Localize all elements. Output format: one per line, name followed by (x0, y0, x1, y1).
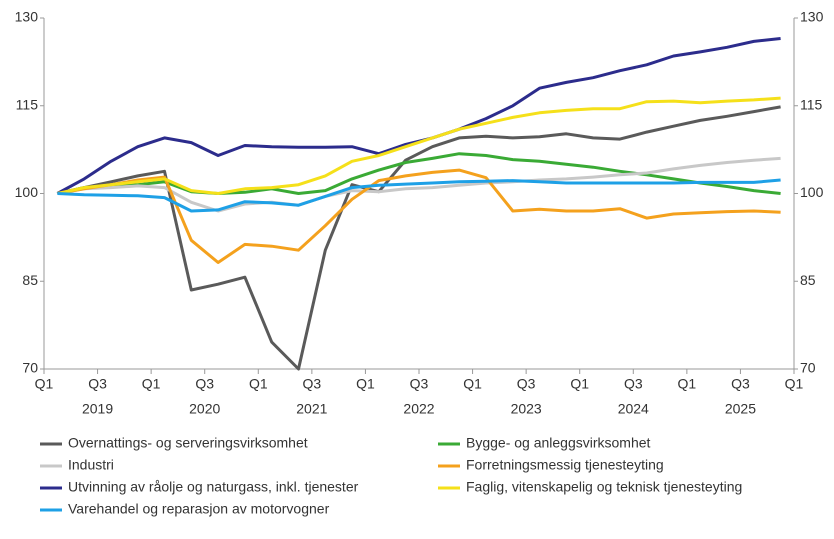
x-tick-label: Q3 (410, 376, 429, 392)
y2-tick-label: 115 (800, 96, 823, 112)
y2-tick-label: 70 (800, 360, 816, 376)
year-label: 2022 (403, 401, 434, 417)
x-tick-label: Q3 (624, 376, 643, 392)
x-tick-label: Q1 (785, 376, 804, 392)
year-label: 2023 (511, 401, 542, 417)
year-label: 2021 (296, 401, 327, 417)
y2-tick-label: 85 (800, 272, 816, 288)
year-label: 2020 (189, 401, 220, 417)
series-line (57, 105, 781, 371)
y-tick-label: 85 (22, 272, 38, 288)
series-line (57, 178, 781, 213)
y-tick-label: 70 (22, 360, 38, 376)
y-tick-label: 100 (15, 184, 39, 200)
legend-label: Forretningsmessig tjenesteyting (466, 457, 664, 473)
series-line (57, 96, 781, 195)
year-label: 2024 (618, 401, 649, 417)
legend-label: Overnattings- og serveringsvirksomhet (68, 435, 308, 451)
x-tick-label: Q1 (356, 376, 375, 392)
x-tick-label: Q3 (731, 376, 750, 392)
y2-tick-label: 100 (800, 184, 824, 200)
y2-tick-label: 130 (800, 9, 824, 25)
legend-label: Utvinning av råolje og naturgass, inkl. … (68, 479, 359, 495)
x-tick-label: Q1 (142, 376, 161, 392)
year-label: 2019 (82, 401, 113, 417)
year-label: 2025 (725, 401, 756, 417)
x-tick-label: Q1 (463, 376, 482, 392)
y-tick-label: 115 (16, 96, 39, 112)
legend-label: Faglig, vitenskapelig og teknisk tjenest… (466, 479, 742, 495)
x-tick-label: Q3 (88, 376, 107, 392)
series-line (57, 152, 781, 195)
legend-label: Bygge- og anleggsvirksomhet (466, 435, 651, 451)
x-tick-label: Q1 (35, 376, 54, 392)
x-tick-label: Q3 (517, 376, 536, 392)
legend-label: Varehandel og reparasjon av motorvogner (68, 501, 330, 517)
x-tick-label: Q1 (249, 376, 268, 392)
x-tick-label: Q3 (303, 376, 322, 392)
x-tick-label: Q3 (195, 376, 214, 392)
series-line (57, 156, 781, 213)
y-tick-label: 130 (15, 9, 39, 25)
x-tick-label: Q1 (678, 376, 697, 392)
legend-label: Industri (68, 457, 114, 473)
series-line (57, 168, 781, 264)
x-tick-label: Q1 (570, 376, 589, 392)
